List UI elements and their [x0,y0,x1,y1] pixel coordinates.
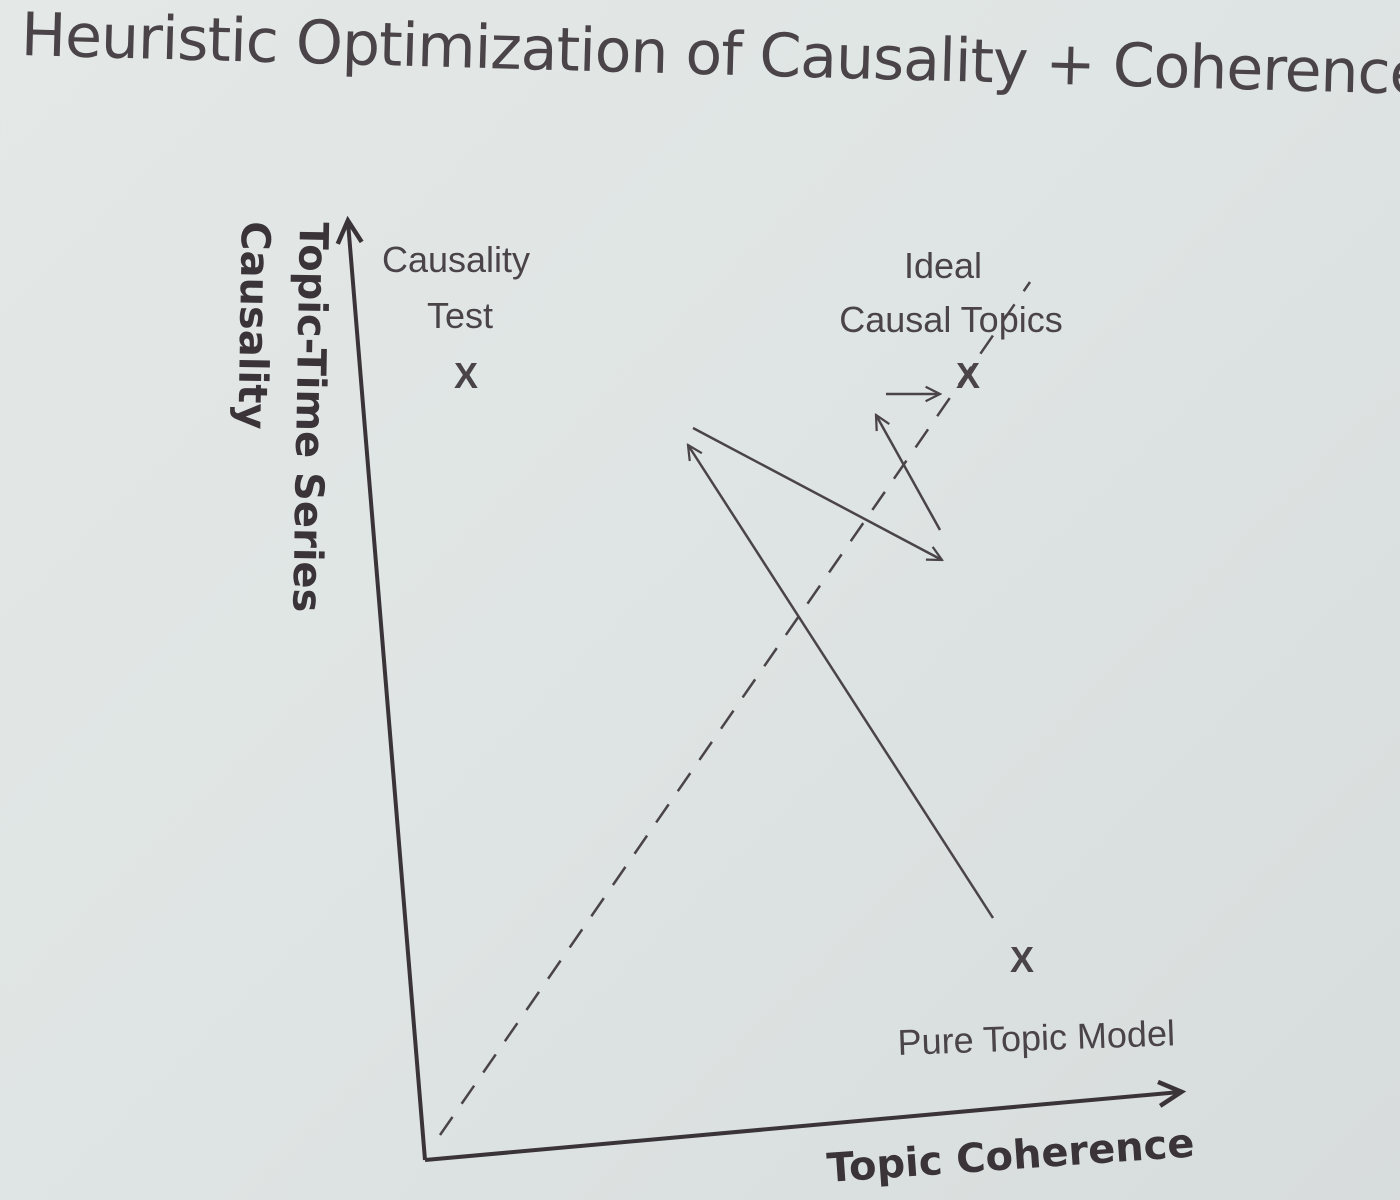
x-axis-label: Topic Coherence [825,1120,1195,1192]
causality-test-label-line1: Causality [382,239,530,280]
causality-test-label-line2: Test [427,295,493,336]
ideal-label-line2: Causal Topics [839,299,1062,340]
x-axis [424,1092,1180,1162]
pure-topic-model-label: Pure Topic Model [897,1012,1176,1063]
ideal-marker: X [956,355,980,396]
causality-test-marker: X [454,355,478,396]
pure-topic-model-marker: X [1010,939,1034,980]
y-axis-label-line2: Causality [228,221,278,430]
path-arrow-pure-to-upper-left [688,445,995,919]
y-axis-label-line1: Topic-Time Series [283,222,336,613]
ideal-label-line1: Ideal [904,245,982,286]
path-arrow-to-lower-right [692,426,942,560]
ideal-direction-dashed-line [438,281,1032,1136]
path-arrow-up [876,415,942,531]
y-axis [348,222,427,1161]
